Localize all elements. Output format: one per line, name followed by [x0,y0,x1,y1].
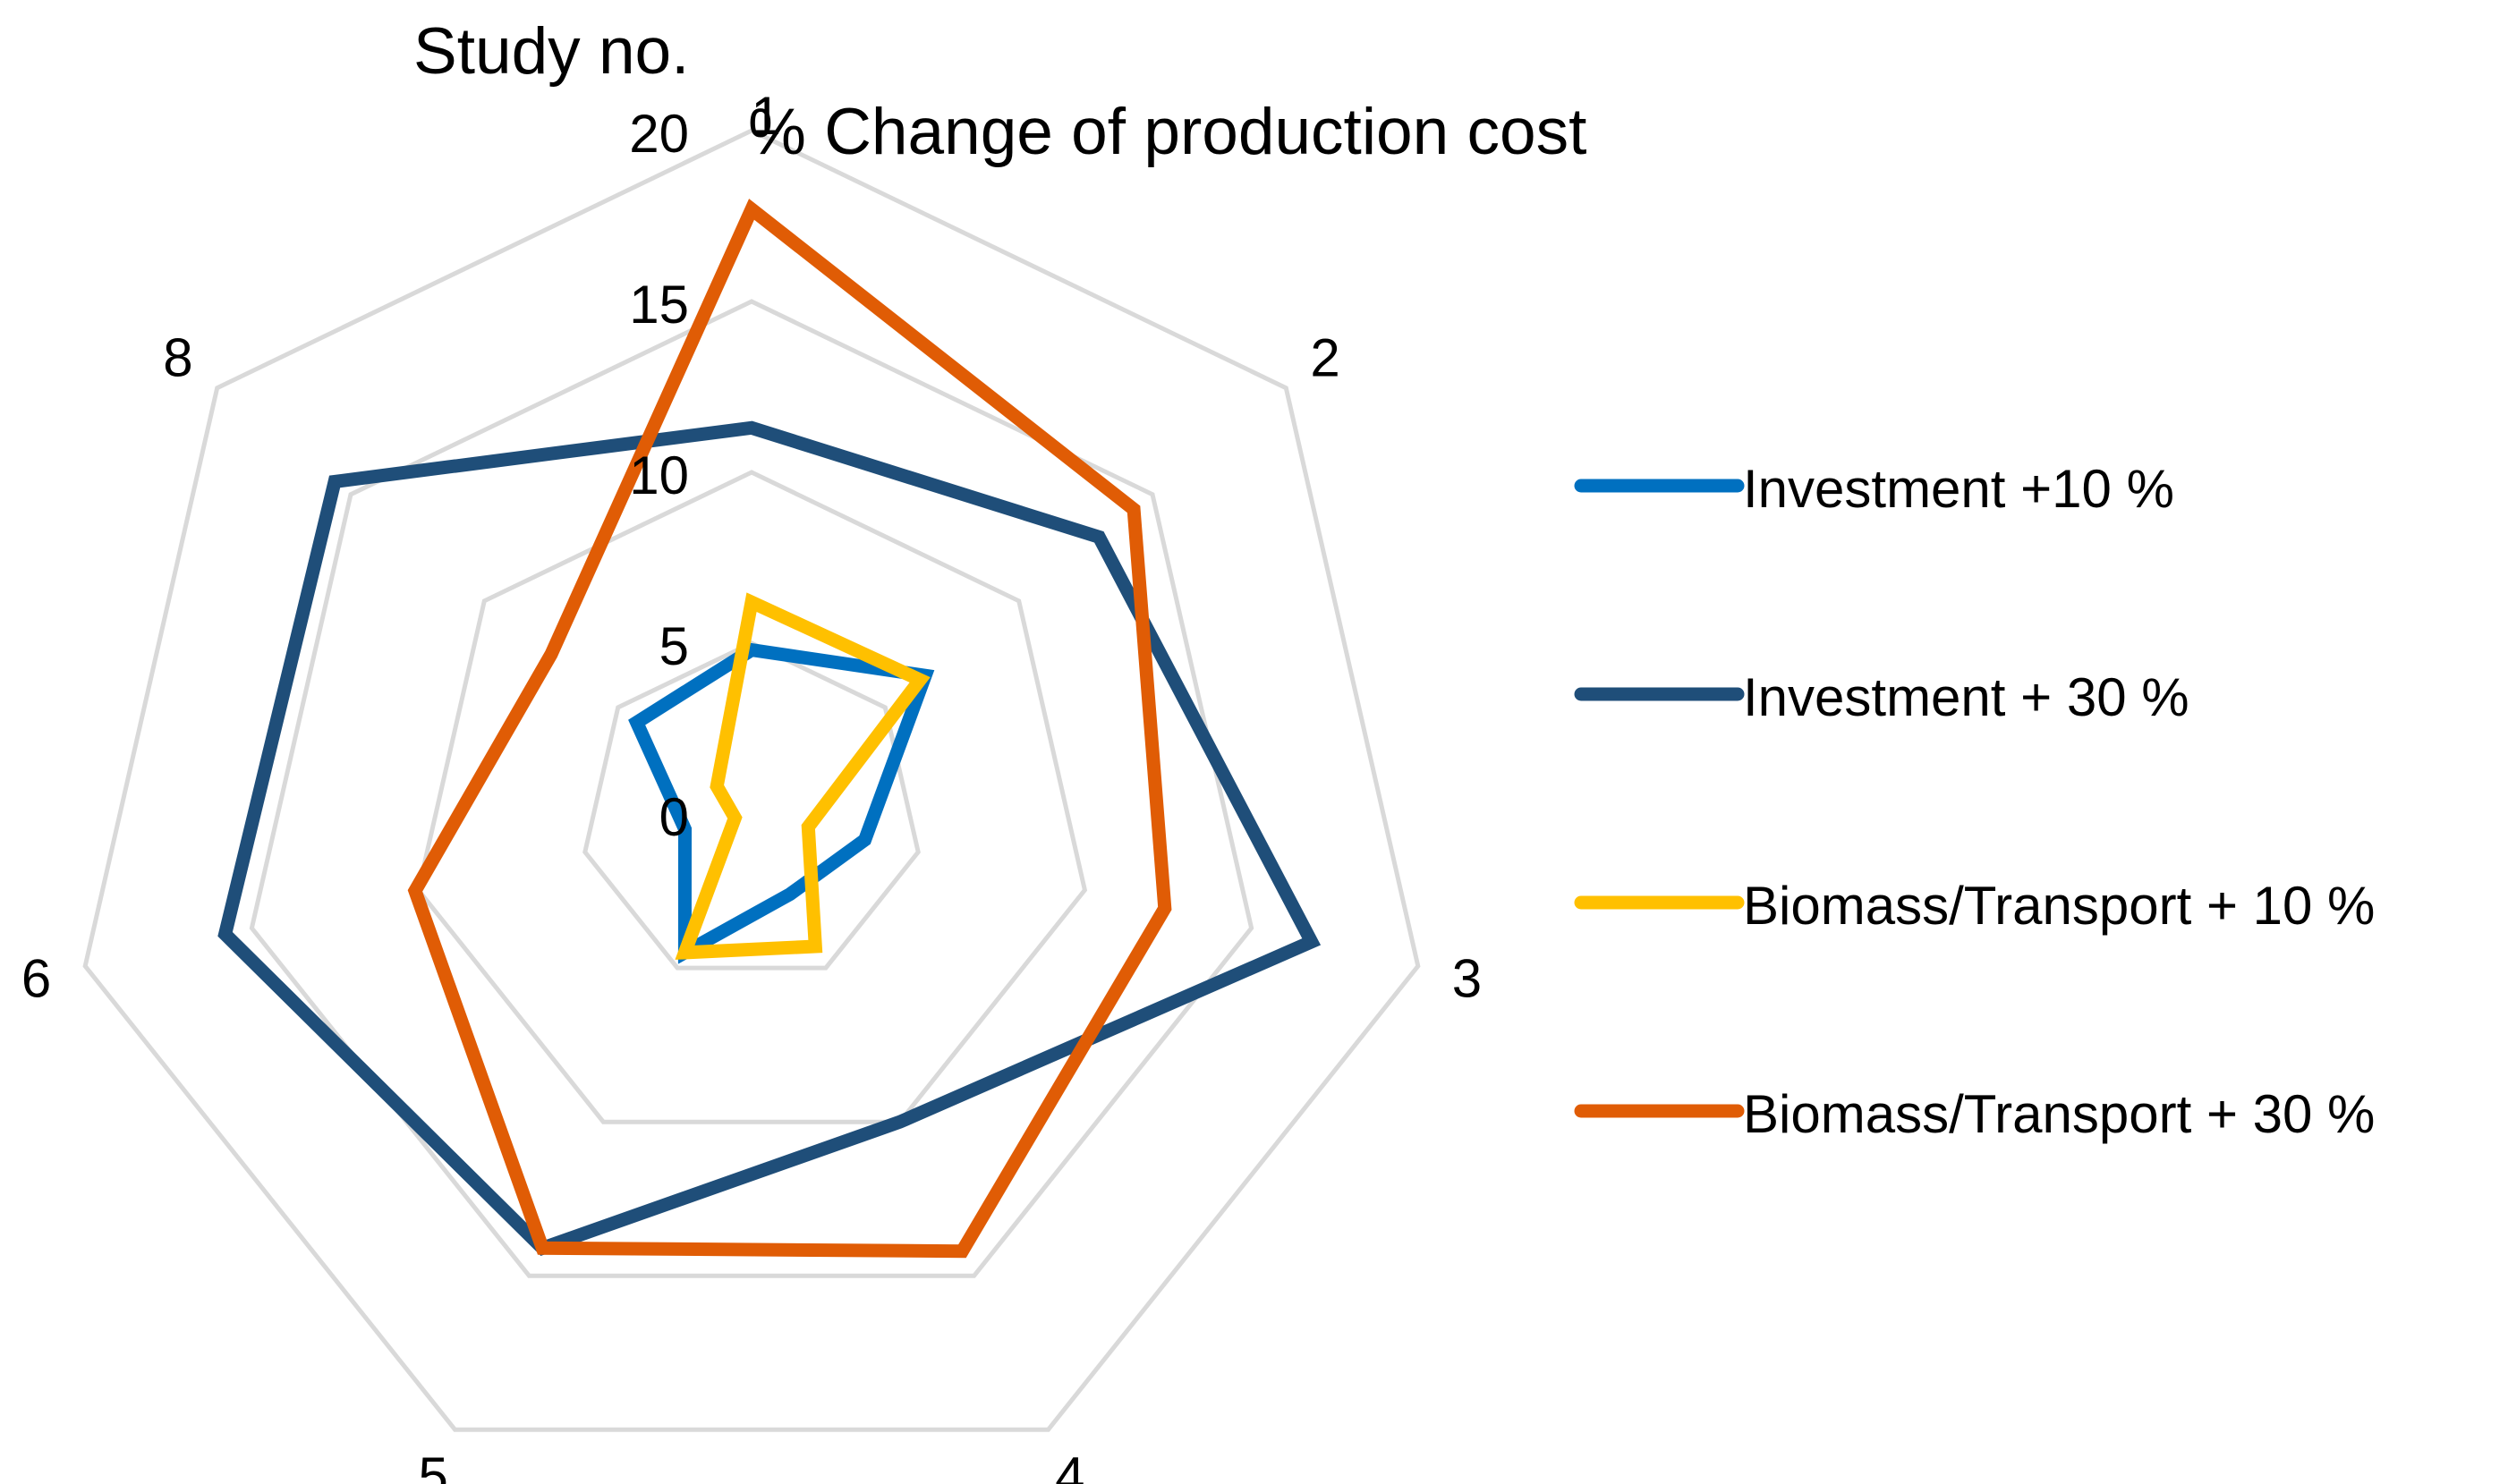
chart-title: % Change of production cost [748,96,1586,168]
legend-label-3: Biomass/Transport + 10 % [1743,876,2375,936]
legend-label-2: Investment + 30 % [1743,667,2189,727]
category-label: 6 [21,949,51,1009]
series-line-2 [217,420,1322,1256]
legend: Investment +10 % Investment + 30 % Biomass… [1574,459,2375,1144]
category-label: 5 [419,1446,448,1484]
grid-ring-20 [82,128,1421,1432]
r-tick-label: 15 [629,275,689,335]
series-line-4 [407,199,1172,1259]
grid-ring-5 [582,640,921,971]
grid-layer [82,128,1421,1432]
category-label: 2 [1310,328,1339,388]
legend-label-4: Biomass/Transport + 30 % [1743,1084,2375,1144]
series-line-3 [675,592,931,960]
label-layer: Study no. % Change of production cost 0 5… [21,15,1587,1484]
series-line-1 [628,642,935,964]
grid-ring-10 [415,470,1088,1124]
r-tick-label: 5 [659,616,689,676]
r-tick-label: 20 [629,104,689,164]
category-label: 3 [1452,949,1482,1009]
category-title: Study no. [413,15,689,88]
series-layer [217,199,1322,1259]
grid-ring-15 [249,299,1254,1278]
r-tick-label: 0 [659,787,689,847]
category-label: 4 [1055,1446,1084,1484]
legend-label-1: Investment +10 % [1743,459,2174,519]
category-label: 1 [751,86,780,146]
r-tick-label: 10 [629,445,689,505]
category-label: 8 [163,328,192,388]
